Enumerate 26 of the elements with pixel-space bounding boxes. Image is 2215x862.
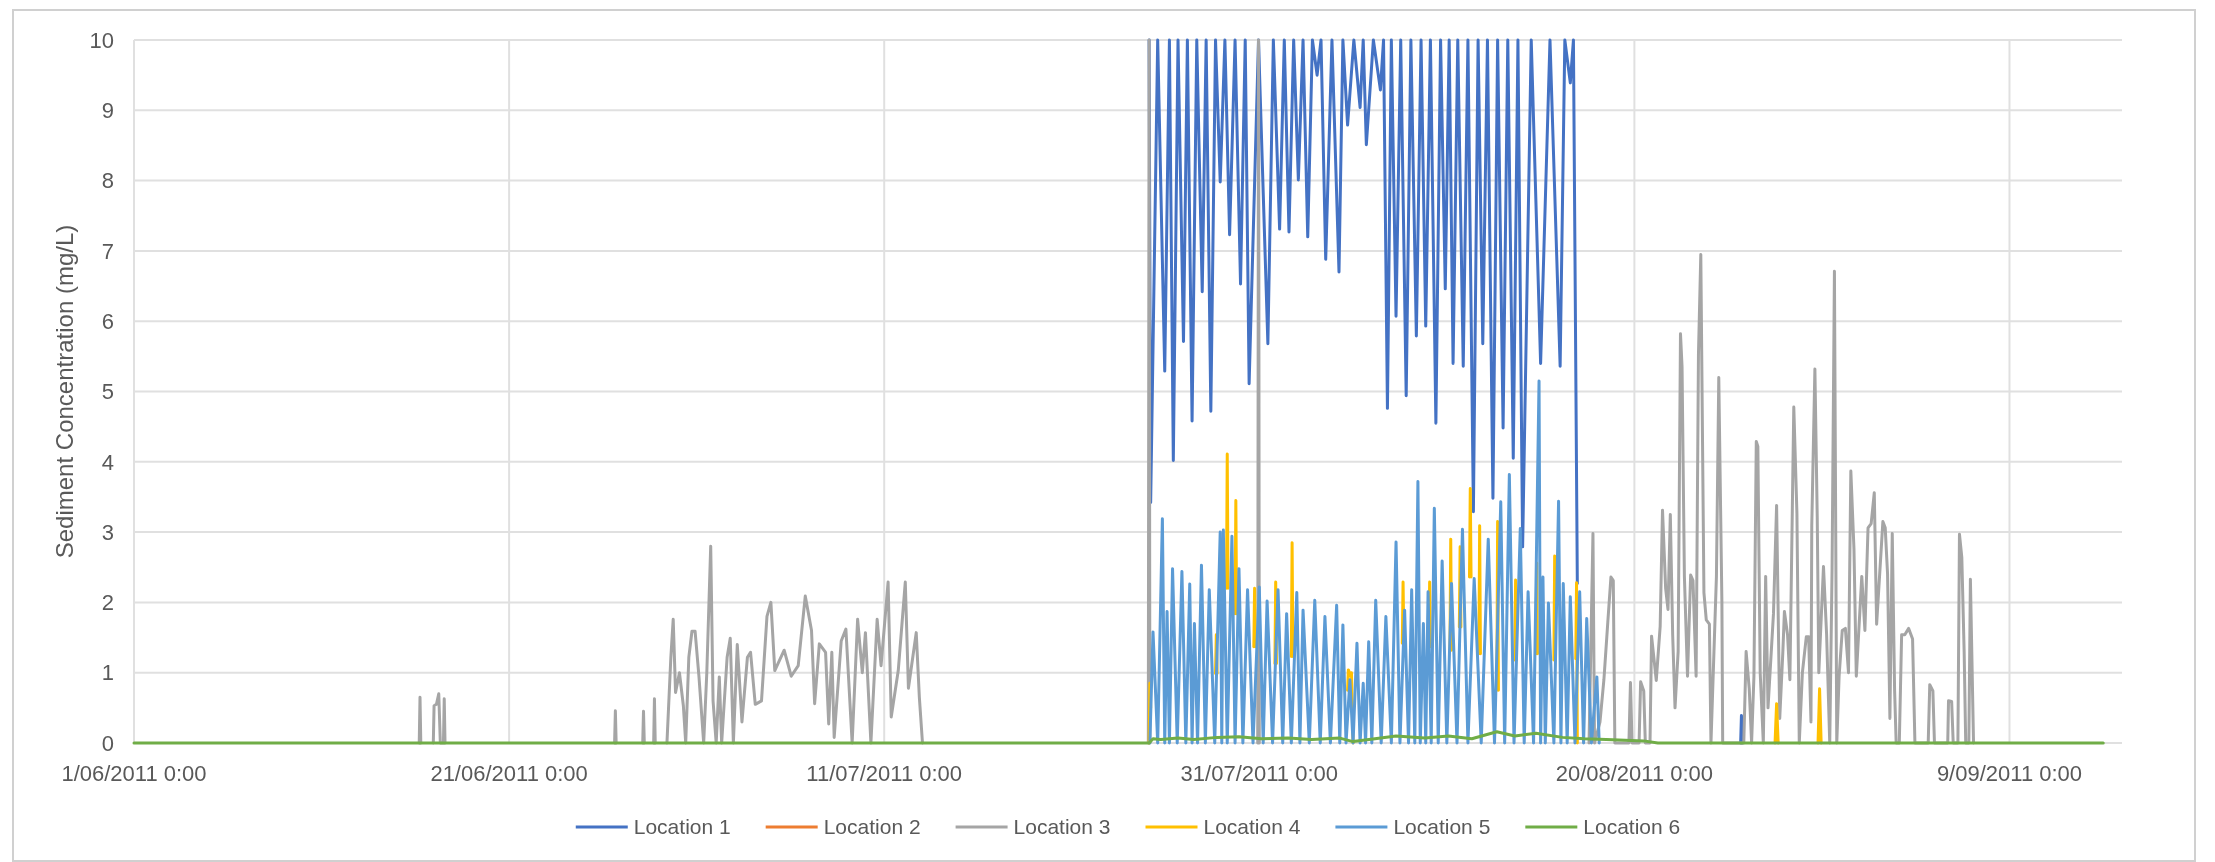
y-tick-label: 5 bbox=[101, 379, 114, 405]
x-tick-label: 21/06/2011 0:00 bbox=[430, 761, 588, 786]
x-tick-label: 1/06/2011 0:00 bbox=[61, 761, 207, 786]
y-tick-label: 8 bbox=[101, 168, 114, 194]
line-series bbox=[1148, 379, 1601, 745]
y-axis-title: Sediment Concentration (mg/L) bbox=[51, 224, 79, 559]
legend-label: Location 4 bbox=[1203, 815, 1301, 839]
y-tick-label: 10 bbox=[89, 27, 114, 53]
legend-label: Location 3 bbox=[1013, 815, 1111, 839]
x-tick-label: 9/09/2011 0:00 bbox=[1936, 761, 2083, 786]
y-tick-label: 4 bbox=[101, 449, 114, 475]
y-tick-label: 6 bbox=[101, 308, 114, 334]
legend-label: Location 2 bbox=[823, 815, 921, 839]
line-series bbox=[132, 730, 2105, 745]
y-tick-label: 0 bbox=[101, 730, 114, 756]
legend-label: Location 1 bbox=[633, 815, 731, 839]
y-tick-label: 1 bbox=[101, 660, 114, 686]
x-tick-label: 11/07/2011 0:00 bbox=[806, 761, 963, 786]
y-tick-label: 9 bbox=[101, 98, 114, 123]
legend-label: Location 5 bbox=[1393, 815, 1491, 839]
x-tick-label: 20/08/2011 0:00 bbox=[1555, 761, 1714, 786]
legend-label: Location 6 bbox=[1583, 815, 1681, 839]
y-tick-label: 2 bbox=[101, 590, 114, 616]
y-tick-label: 3 bbox=[101, 519, 114, 545]
y-tick-label: 7 bbox=[101, 238, 114, 264]
x-tick-label: 31/07/2011 0:00 bbox=[1180, 761, 1338, 786]
